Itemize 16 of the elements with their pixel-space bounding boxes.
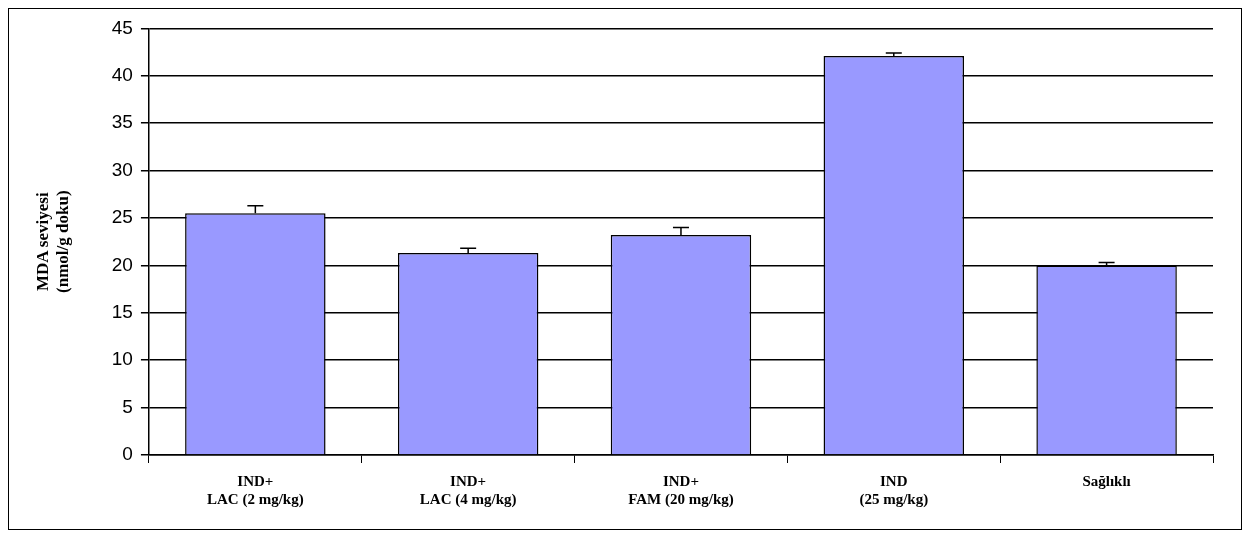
- x-tick-label: IND+ LAC (4 mg/kg): [419, 472, 517, 508]
- x-tick-label: IND+ FAM (20 mg/kg): [628, 472, 734, 508]
- y-tick-label: 30: [111, 158, 133, 180]
- x-tick-label: Sağlıklı: [1082, 472, 1131, 489]
- y-axis-title: MDA seviyesi (nmol/g doku): [32, 190, 72, 293]
- y-tick-label: 20: [111, 253, 133, 275]
- y-tick-label: 0: [122, 443, 133, 465]
- y-tick-label: 10: [111, 348, 133, 370]
- y-tick-label: 25: [111, 206, 133, 228]
- y-tick-label: 45: [111, 16, 133, 38]
- y-tick-label: 40: [111, 64, 133, 86]
- x-tick-label: IND (25 mg/kg): [859, 472, 929, 508]
- y-tick-label: 35: [111, 111, 133, 133]
- y-tick-label: 15: [111, 301, 133, 323]
- y-tick-label: 5: [122, 395, 133, 417]
- x-tick-label: IND+ LAC (2 mg/kg): [207, 472, 304, 508]
